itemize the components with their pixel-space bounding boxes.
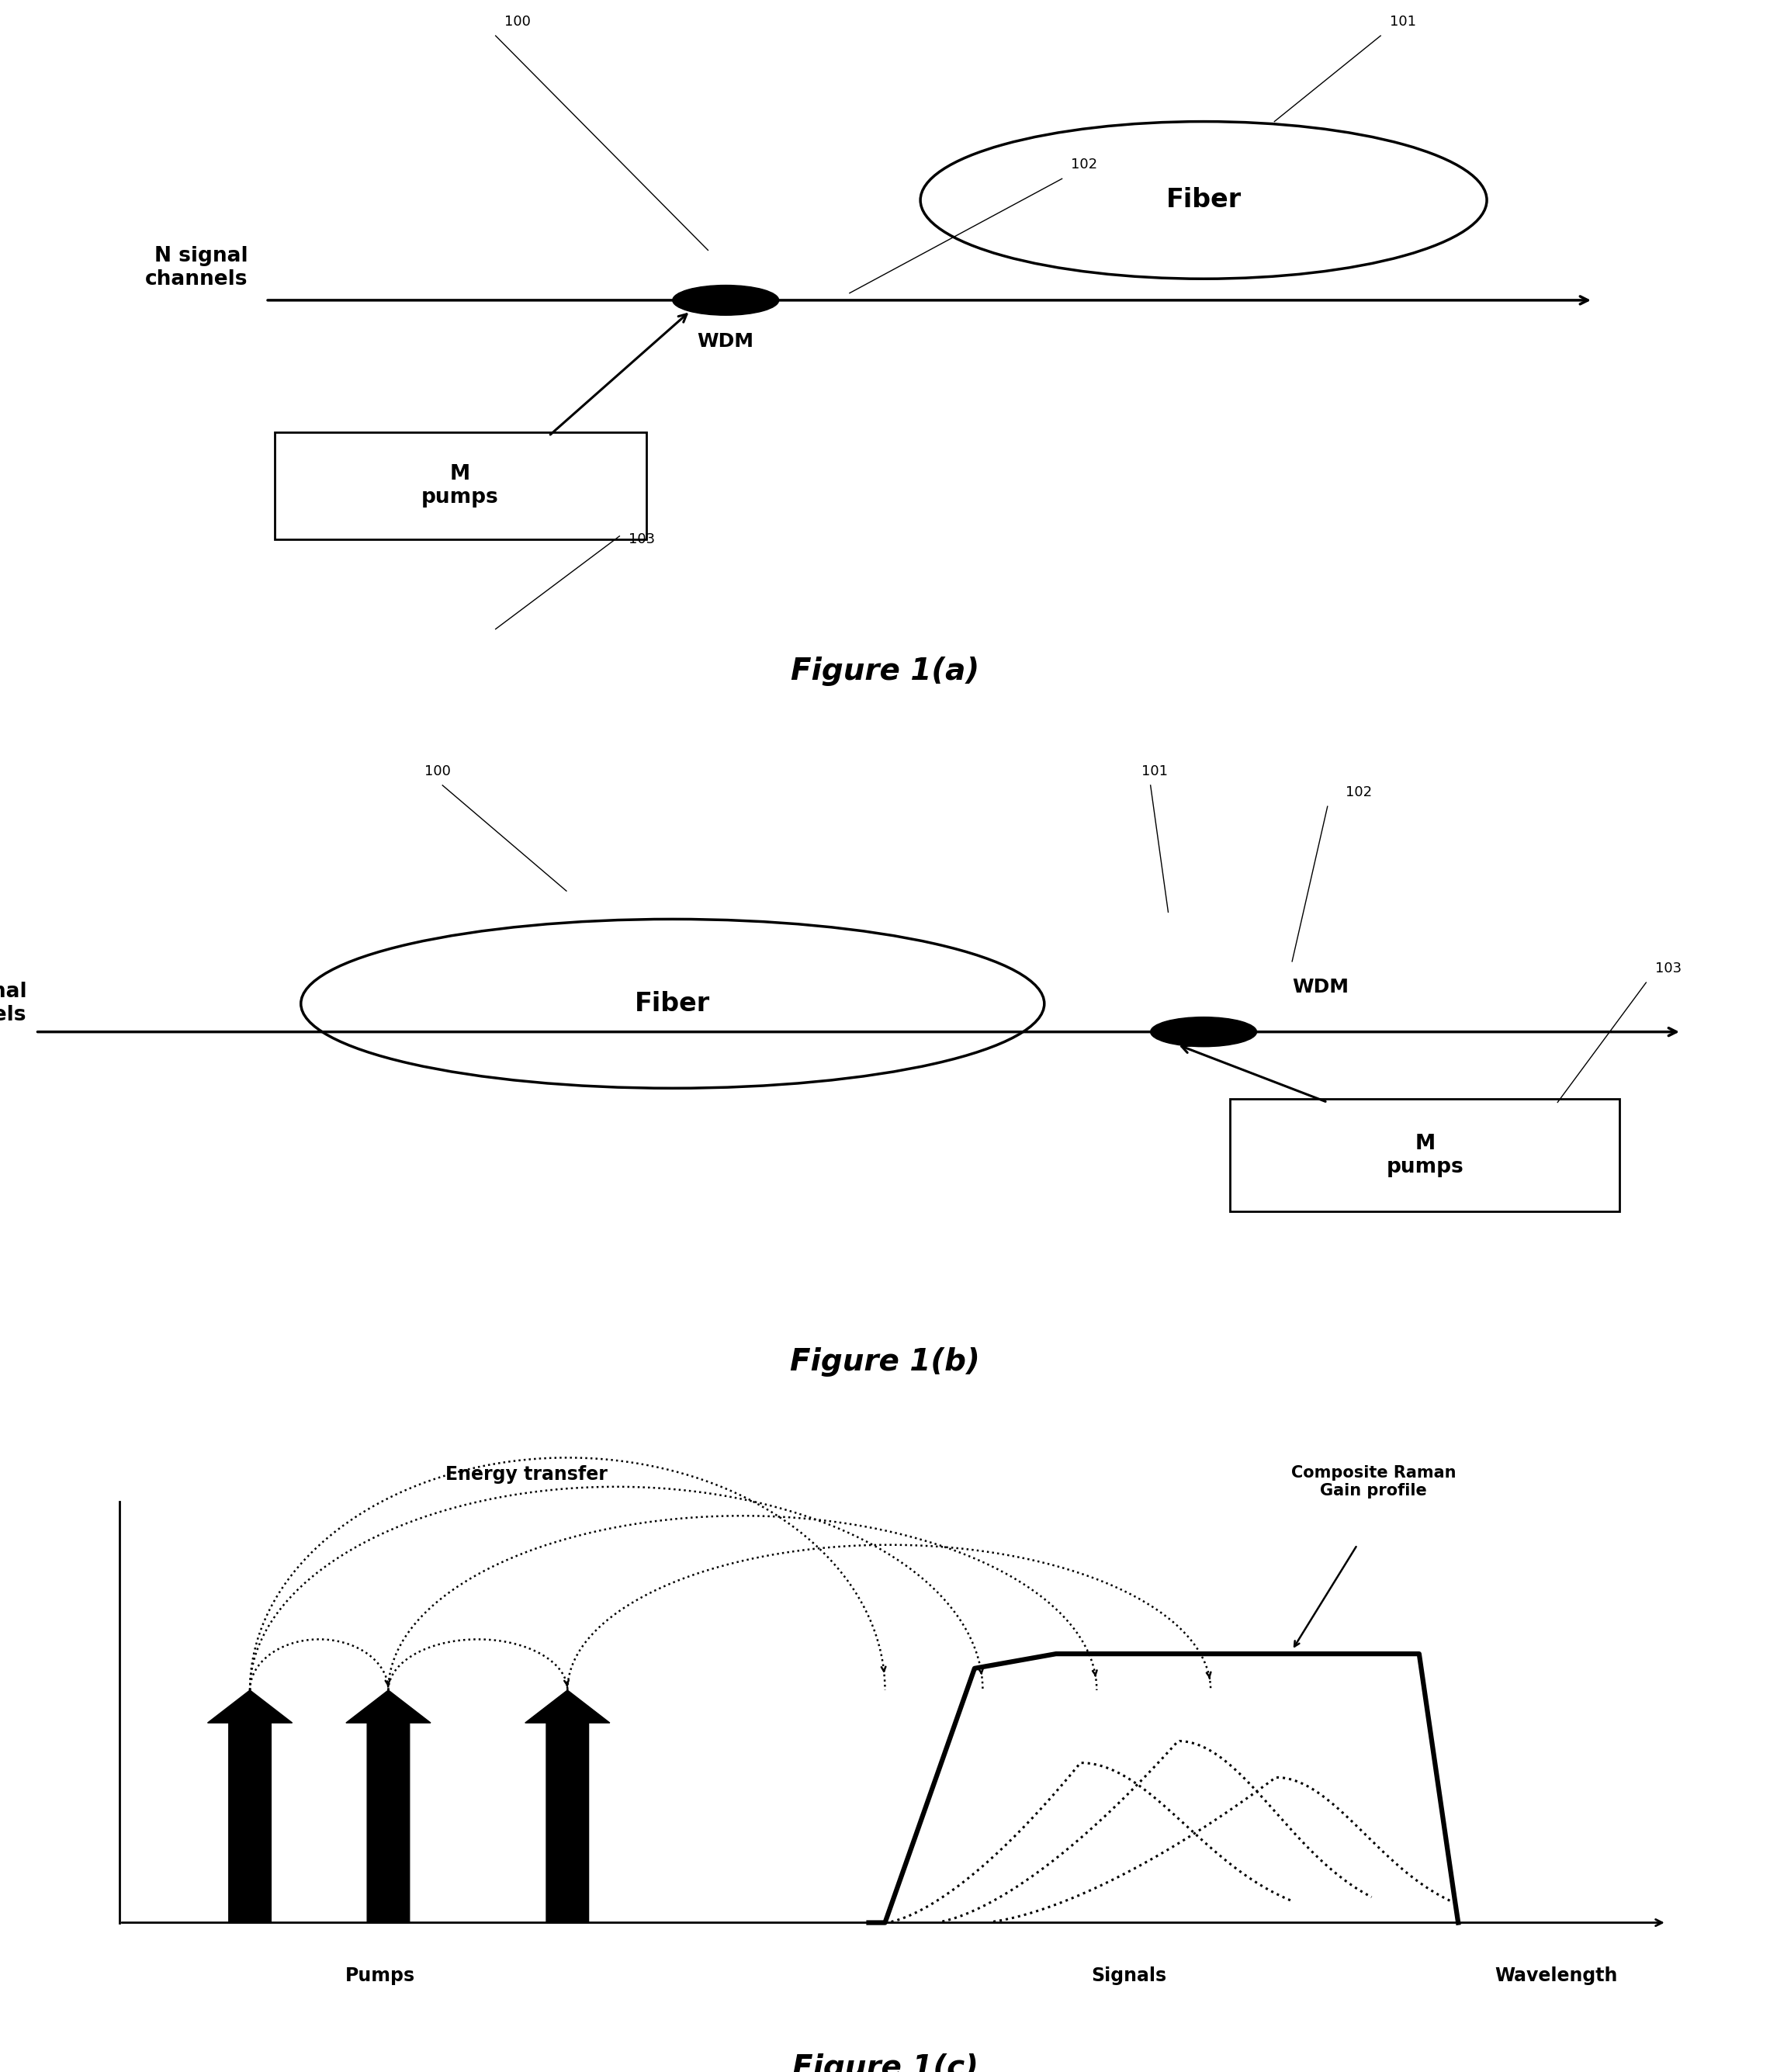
Polygon shape (526, 1691, 611, 1923)
Text: 103: 103 (628, 533, 655, 547)
Text: 101: 101 (1389, 15, 1416, 29)
Polygon shape (345, 1691, 430, 1923)
FancyBboxPatch shape (1230, 1098, 1620, 1212)
Text: WDM: WDM (1292, 978, 1349, 997)
Text: Signals: Signals (1092, 1966, 1166, 1985)
Text: 102: 102 (1071, 157, 1097, 172)
Text: M
pumps: M pumps (1386, 1133, 1464, 1177)
Ellipse shape (673, 286, 779, 315)
Text: Fiber: Fiber (635, 990, 710, 1017)
Text: 100: 100 (504, 15, 531, 29)
Text: Pumps: Pumps (345, 1966, 416, 1985)
Text: N signal
channels: N signal channels (145, 247, 248, 290)
Text: Figure 1(c): Figure 1(c) (791, 2053, 979, 2072)
Text: Figure 1(b): Figure 1(b) (789, 1347, 981, 1378)
Text: Figure 1(a): Figure 1(a) (791, 657, 979, 686)
Text: Wavelength: Wavelength (1496, 1966, 1618, 1985)
Text: 101: 101 (1142, 765, 1168, 779)
Text: M
pumps: M pumps (421, 464, 499, 508)
Text: Fiber: Fiber (1166, 186, 1241, 213)
Text: 103: 103 (1655, 961, 1682, 976)
Ellipse shape (1151, 1017, 1257, 1046)
Text: 102: 102 (1345, 785, 1372, 800)
Polygon shape (207, 1691, 292, 1923)
FancyBboxPatch shape (274, 433, 646, 539)
Text: 100: 100 (425, 765, 451, 779)
Text: WDM: WDM (697, 332, 754, 350)
Text: N signal
channels: N signal channels (0, 982, 27, 1026)
Text: Energy transfer: Energy transfer (446, 1465, 607, 1484)
Text: Composite Raman
Gain profile: Composite Raman Gain profile (1290, 1465, 1457, 1498)
